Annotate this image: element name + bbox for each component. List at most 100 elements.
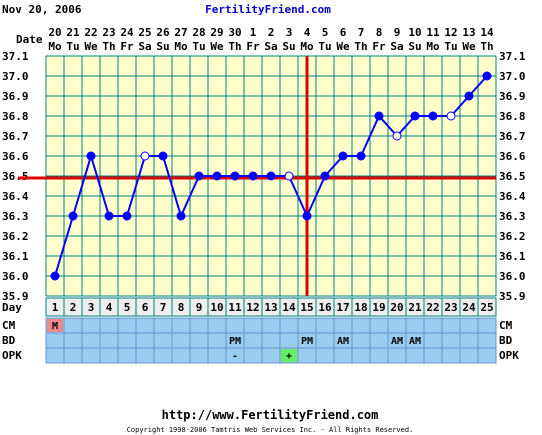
date-label: 4 bbox=[304, 26, 311, 39]
y-tick-label-right: 36.8 bbox=[499, 110, 526, 123]
temperature-point bbox=[248, 171, 258, 181]
opk-positive-cell bbox=[281, 349, 297, 362]
weekday-label: We bbox=[210, 40, 224, 53]
temperature-point-open bbox=[392, 131, 402, 141]
bd-entry-label: PM bbox=[301, 336, 313, 347]
weekday-label: Su bbox=[282, 40, 295, 53]
date-label: 21 bbox=[66, 26, 80, 39]
y-tick-label-left: 36.6 bbox=[2, 150, 29, 163]
y-tick-label-left: 36.2 bbox=[2, 230, 29, 243]
y-tick-label-right: 36.9 bbox=[499, 90, 526, 103]
date-label: 1 bbox=[250, 26, 257, 39]
date-label: 23 bbox=[102, 26, 115, 39]
temperature-point bbox=[122, 211, 132, 221]
temperature-point bbox=[410, 111, 420, 121]
day-row-background bbox=[45, 297, 497, 317]
date-label: 22 bbox=[84, 26, 97, 39]
weekday-label: Su bbox=[156, 40, 169, 53]
cm-row-label: CM bbox=[2, 319, 16, 332]
weekday-label: Su bbox=[408, 40, 421, 53]
temperature-point bbox=[176, 211, 186, 221]
y-tick-label-right: 36.6 bbox=[499, 150, 526, 163]
temperature-point bbox=[374, 111, 384, 121]
day-number-label: 2 bbox=[70, 301, 77, 314]
weekday-label: Th bbox=[480, 40, 493, 53]
weekday-label: Mo bbox=[48, 40, 62, 53]
date-label: 5 bbox=[322, 26, 329, 39]
date-label: 7 bbox=[358, 26, 365, 39]
weekday-label: Sa bbox=[390, 40, 403, 53]
day-number-label: 11 bbox=[228, 301, 242, 314]
day-number-label: 8 bbox=[178, 301, 185, 314]
temperature-series bbox=[18, 56, 496, 296]
temperature-point bbox=[356, 151, 366, 161]
weekday-label: We bbox=[462, 40, 476, 53]
date-label: 26 bbox=[156, 26, 170, 39]
footer-url: http://www.FertilityFriend.com bbox=[162, 408, 379, 422]
temperature-point bbox=[212, 171, 222, 181]
y-tick-label-left: 36.4 bbox=[2, 190, 29, 203]
day-number-label: 4 bbox=[106, 301, 113, 314]
day-number-label: 21 bbox=[408, 301, 422, 314]
date-label: 13 bbox=[462, 26, 475, 39]
weekday-label: Tu bbox=[444, 40, 457, 53]
y-tick-label-left: 36.7 bbox=[2, 130, 29, 143]
y-tick-label-right: 36.3 bbox=[499, 210, 526, 223]
weekday-label: Fr bbox=[246, 40, 260, 53]
y-tick-label-left: 36.5 bbox=[2, 170, 29, 183]
temperature-point bbox=[320, 171, 330, 181]
weekday-label: Sa bbox=[138, 40, 151, 53]
day-number-label: 5 bbox=[124, 301, 131, 314]
opk-row-label: OPK bbox=[2, 349, 22, 362]
y-tick-label-right: 37.1 bbox=[499, 50, 526, 63]
temperature-point bbox=[194, 171, 204, 181]
temperature-point bbox=[464, 91, 474, 101]
day-number-label: 13 bbox=[264, 301, 277, 314]
axis-labels: 37.1 37.1 37.0 37.0 36.9 36.9 36.8 36.8 36.7 36.7… bbox=[2, 26, 526, 314]
cm-row-label-right: CM bbox=[499, 319, 513, 332]
temperature-point bbox=[86, 151, 96, 161]
y-tick-label-left: 37.1 bbox=[2, 50, 29, 63]
weekday-label: We bbox=[84, 40, 98, 53]
y-tick-label-left: 36.3 bbox=[2, 210, 29, 223]
day-number-label: 14 bbox=[282, 301, 296, 314]
day-number-label: 6 bbox=[142, 301, 149, 314]
day-number-label: 9 bbox=[196, 301, 203, 314]
temperature-point bbox=[338, 151, 348, 161]
y-tick-label-left: 35.9 bbox=[2, 290, 29, 303]
date-row-label: Date bbox=[16, 33, 43, 46]
y-tick-label-left: 36.8 bbox=[2, 110, 29, 123]
bd-entry-label: AM bbox=[409, 336, 421, 347]
y-tick-label-left: 36.1 bbox=[2, 250, 29, 263]
y-tick-label-right: 36.4 bbox=[499, 190, 526, 203]
bd-row-label: BD bbox=[2, 334, 16, 347]
temperature-point bbox=[68, 211, 78, 221]
weekday-label: Mo bbox=[300, 40, 314, 53]
y-tick-label-right: 35.9 bbox=[499, 290, 526, 303]
date-label: 12 bbox=[444, 26, 457, 39]
bd-row-label-right: BD bbox=[499, 334, 513, 347]
weekday-label: Tu bbox=[318, 40, 331, 53]
weekday-label: Tu bbox=[66, 40, 79, 53]
date-label: 10 bbox=[408, 26, 421, 39]
weekday-label: Th bbox=[102, 40, 115, 53]
temperature-point bbox=[230, 171, 240, 181]
date-label: 29 bbox=[210, 26, 223, 39]
day-number-label: 17 bbox=[336, 301, 349, 314]
opk-row-label-right: OPK bbox=[499, 349, 519, 362]
date-label: 6 bbox=[340, 26, 347, 39]
cm-menstrual-cell bbox=[47, 319, 63, 332]
temperature-point bbox=[428, 111, 438, 121]
temperature-point-open bbox=[284, 171, 294, 181]
data-rows: M PM PM AM AM AM - + bbox=[45, 297, 497, 364]
day-number-label: 12 bbox=[246, 301, 259, 314]
y-tick-label-right: 36.1 bbox=[499, 250, 526, 263]
temperature-point-open bbox=[140, 151, 150, 161]
temperature-point bbox=[50, 271, 60, 281]
day-number-label: 1 bbox=[52, 301, 59, 314]
day-number-label: 24 bbox=[462, 301, 476, 314]
date-label: 20 bbox=[48, 26, 61, 39]
opk-row-background bbox=[45, 347, 497, 364]
date-label: 25 bbox=[138, 26, 151, 39]
